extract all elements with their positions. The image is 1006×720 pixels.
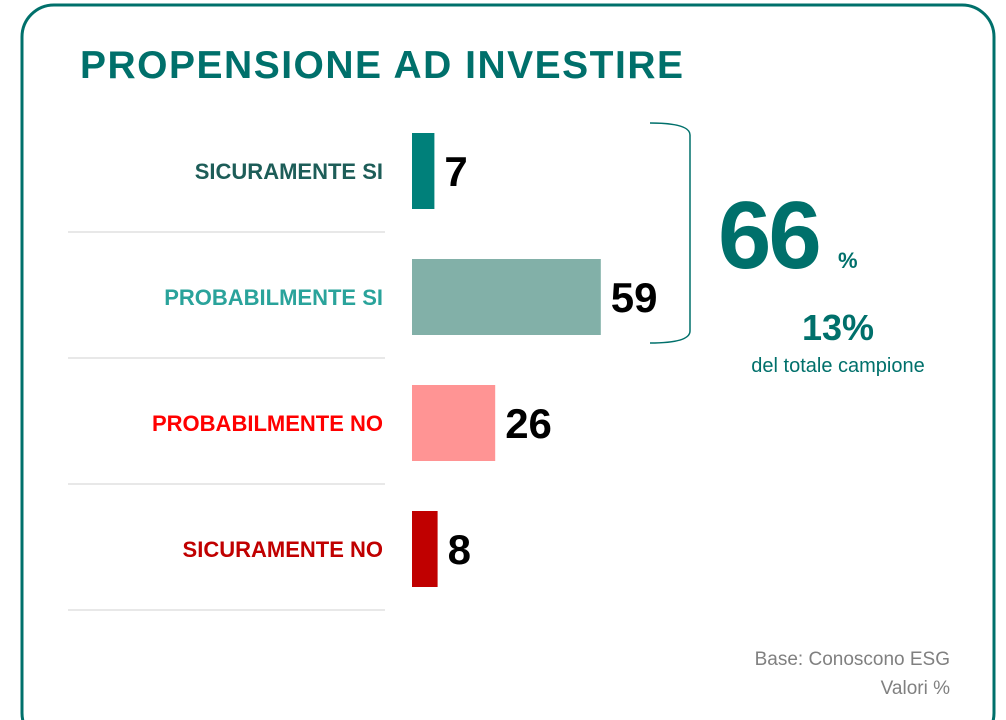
- bar: [412, 133, 435, 209]
- total-unit: %: [838, 248, 858, 273]
- total-value: 66: [718, 182, 819, 289]
- bar: [412, 385, 496, 461]
- footnote: Valori %: [881, 678, 950, 699]
- category-label: SICURAMENTE NO: [183, 537, 383, 562]
- sample-caption: del totale campione: [751, 355, 924, 377]
- category-label: PROBABILMENTE SI: [164, 285, 383, 310]
- value-label: 8: [448, 526, 471, 573]
- chart-title: PROPENSIONE AD INVESTIRE: [80, 44, 685, 87]
- value-label: 7: [444, 148, 467, 195]
- category-label: PROBABILMENTE NO: [152, 411, 383, 436]
- sample-share: 13%: [802, 307, 874, 348]
- value-label: 59: [611, 274, 658, 321]
- bar: [412, 259, 601, 335]
- frame: [20, 3, 996, 720]
- value-label: 26: [505, 400, 552, 447]
- category-label: SICURAMENTE SI: [195, 159, 383, 184]
- bar: [412, 511, 438, 587]
- footnote: Base: Conoscono ESG: [755, 649, 950, 670]
- bracket: [649, 122, 691, 344]
